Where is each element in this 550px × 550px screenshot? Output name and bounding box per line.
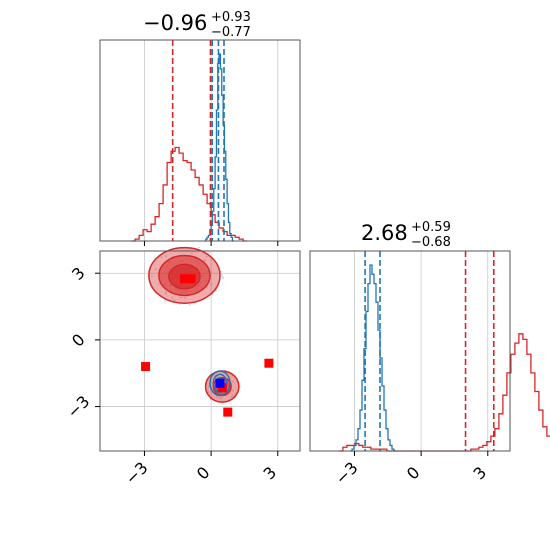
scatter-sample-point	[203, 260, 206, 262]
scatter-sample-point	[232, 389, 234, 392]
param2-hist-background	[310, 251, 510, 451]
scatter-sample-point	[221, 275, 224, 278]
title-param2-sub: −0.68	[411, 235, 451, 250]
scatter-sample-point	[234, 392, 237, 395]
scatter-xtick-label-1: 0	[193, 463, 214, 484]
scatter-sample-point	[188, 303, 191, 306]
param2-hist-border	[309, 250, 511, 452]
param2-hist-xtick-label-1: 0	[403, 463, 424, 484]
scatter-sample-point	[220, 273, 223, 276]
param2-hist-blue-1	[350, 264, 396, 452]
scatter-sample-point	[222, 277, 225, 280]
scatter-sample-point	[179, 296, 182, 299]
title-param1-main: −0.96	[143, 11, 207, 35]
scatter-border	[99, 250, 301, 452]
scatter-sample-point	[216, 396, 219, 399]
scatter-xtick-label-0: −3	[121, 458, 151, 488]
scatter-sample-point	[191, 252, 193, 255]
red-marker-4	[223, 407, 233, 417]
param2-hist-panel	[310, 251, 510, 451]
red-marker-3	[264, 358, 274, 368]
scatter-sample-point	[205, 255, 208, 258]
param2-hist-red-0	[338, 333, 550, 452]
scatter-sample-point	[157, 282, 160, 285]
scatter-sample-point	[207, 252, 210, 255]
param1-hist-background	[100, 40, 300, 241]
param1-hist-border	[99, 39, 301, 242]
scatter-sample-point	[173, 299, 176, 301]
scatter-sample-point	[151, 275, 153, 278]
scatter-sample-point	[230, 395, 233, 398]
param2-hist-xtick-label-2: 3	[470, 463, 491, 484]
scatter-sample-point	[165, 292, 167, 295]
scatter-ytick-label-0: −3	[63, 392, 93, 422]
scatter-sample-point	[171, 296, 173, 299]
title-param2-main: 2.68	[361, 221, 408, 245]
param2-hist-xtick-label-0: −3	[331, 458, 361, 488]
scatter-sample-point	[160, 256, 163, 259]
scatter-sample-point	[207, 385, 210, 388]
title-param2-sup: +0.59	[411, 220, 451, 235]
scatter-sample-point	[211, 293, 214, 296]
scatter-sample-point	[231, 393, 234, 396]
scatter-sample-point	[164, 290, 167, 293]
param1-hist-panel	[100, 40, 300, 241]
red-marker-2	[141, 362, 151, 372]
blue-marker-0	[215, 378, 225, 388]
scatter-sample-point	[219, 396, 222, 399]
scatter-sample-point	[184, 297, 187, 299]
scatter-sample-point	[215, 289, 218, 292]
scatter-sample-point	[207, 391, 210, 394]
scatter-sample-point	[198, 246, 200, 249]
scatter-sample-point	[164, 299, 167, 302]
scatter-sample-point	[210, 283, 213, 286]
scatter-sample-point	[231, 380, 234, 383]
title-param1-sub: −0.77	[211, 25, 251, 40]
red-marker-1	[186, 274, 196, 284]
red-marker-0	[179, 274, 189, 284]
param1-hist-red-0	[131, 146, 248, 242]
blue-density-contour-0	[209, 370, 231, 397]
scatter-xtick-label-2: 3	[260, 463, 281, 484]
scatter-sample-point	[220, 270, 223, 273]
title-param1-sup: +0.93	[211, 10, 251, 25]
scatter-sample-point	[165, 255, 167, 257]
scatter-sample-point	[154, 268, 157, 271]
scatter-ytick-label-1: 0	[68, 330, 89, 351]
scatter-ytick-label-2: 3	[68, 263, 89, 284]
